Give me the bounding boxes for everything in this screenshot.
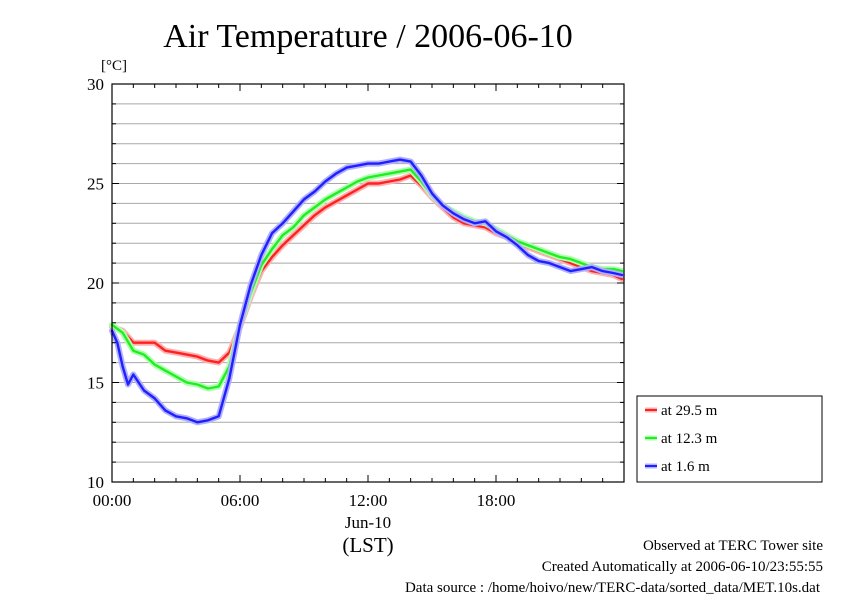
x-tick-label: 06:00 <box>221 491 260 510</box>
series-group <box>109 156 625 426</box>
legend-box <box>636 395 823 483</box>
series-line <box>110 168 624 390</box>
chart-title: Air Temperature / 2006-06-10 <box>163 18 573 55</box>
x-tick-label: 00:00 <box>93 491 132 510</box>
x-tick-label: 18:00 <box>477 491 516 510</box>
x-tick-label: 12:00 <box>349 491 388 510</box>
ticks <box>111 83 625 483</box>
legend: at 29.5 m at 12.3 m at 1.6 m <box>636 395 823 483</box>
legend-label: at 12.3 m <box>661 431 718 447</box>
y-tick-label: 20 <box>87 274 104 293</box>
legend-label: at 1.6 m <box>661 459 710 475</box>
footer-source: Data source : /home/hoivo/new/TERC-data/… <box>405 580 821 595</box>
y-tick-label: 15 <box>87 374 104 393</box>
footer-created: Created Automatically at 2006-06-10/23:5… <box>542 559 823 575</box>
date-label: Jun-10 <box>345 513 391 532</box>
x-axis-label: (LST) <box>342 533 393 557</box>
grid <box>112 103 624 463</box>
y-tick-label: 25 <box>87 175 104 194</box>
legend-label: at 29.5 m <box>661 403 718 419</box>
series-line <box>110 158 624 424</box>
y-axis-unit-label: [°C] <box>101 58 127 74</box>
y-tick-label: 30 <box>87 75 104 94</box>
x-tick-labels: 00:00 06:00 12:00 18:00 <box>93 491 516 510</box>
y-tick-labels: 10 15 20 25 30 <box>87 75 104 492</box>
footer-site: Observed at TERC Tower site <box>643 538 823 554</box>
y-tick-label: 10 <box>87 473 104 492</box>
